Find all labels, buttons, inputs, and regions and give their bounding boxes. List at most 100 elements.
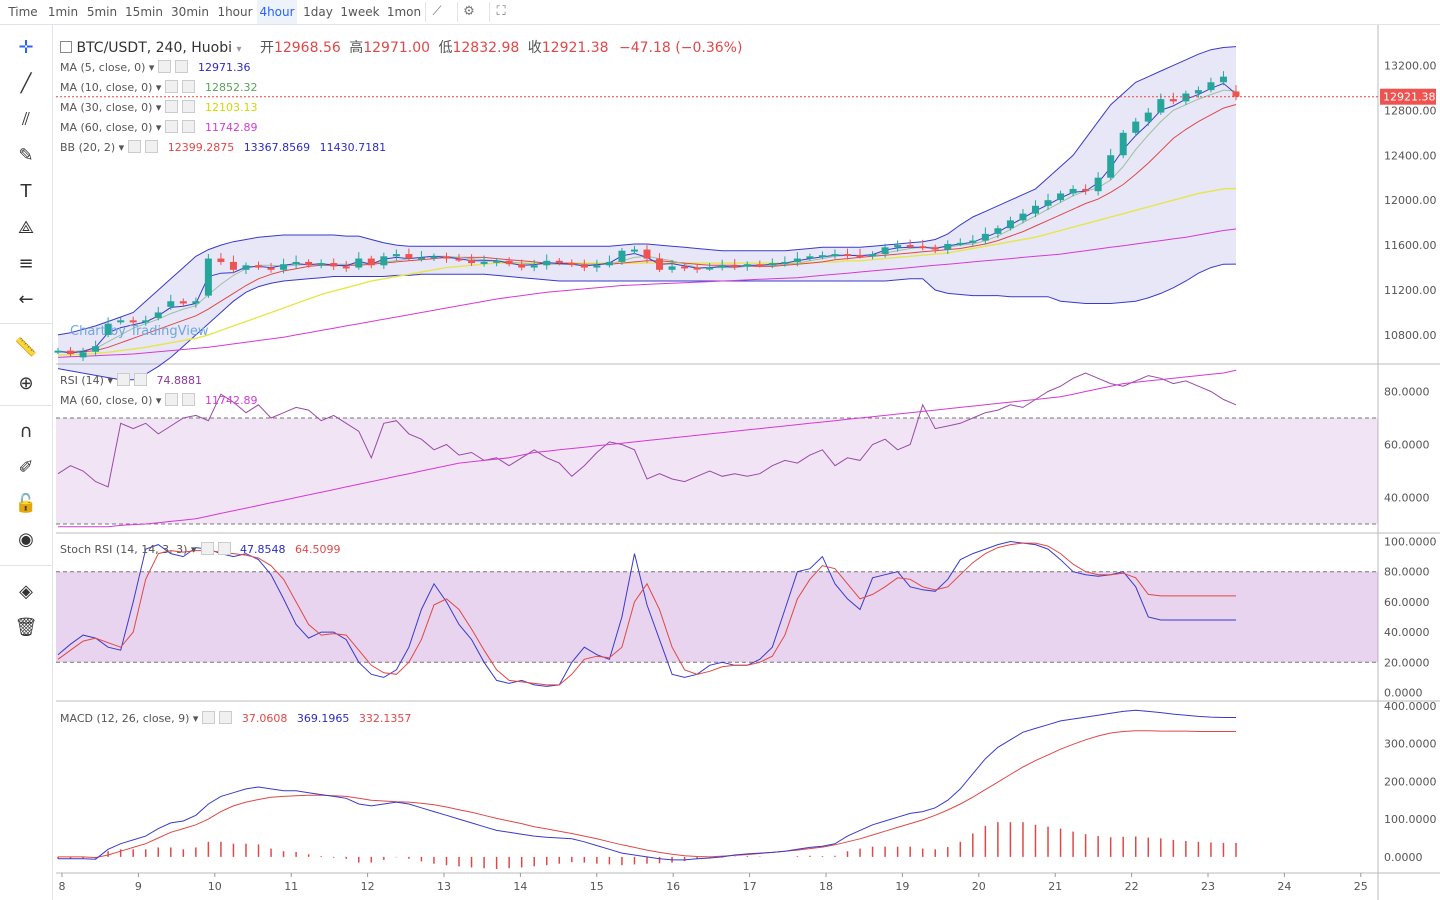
unlock-icon[interactable]: 🔓 <box>14 493 38 514</box>
legend-rsi-ma-value: 11742.89 <box>204 394 258 407</box>
settings-icon[interactable]: ⚙ <box>457 2 480 22</box>
timeframe-30min[interactable]: 30min <box>171 5 209 19</box>
ruler-icon[interactable]: 📏 <box>14 337 38 358</box>
macd-axis-label: 300.0000 <box>1384 738 1437 751</box>
eye-icon[interactable]: ◉ <box>18 529 34 550</box>
timeframe-15min[interactable]: 15min <box>125 5 163 19</box>
collapse-icon[interactable] <box>60 41 72 53</box>
timeframe-5min[interactable]: 5min <box>86 5 118 19</box>
candle-body <box>605 261 613 266</box>
change-value: −47.18 (−0.36%) <box>619 40 743 56</box>
bb-band-fill <box>58 46 1236 380</box>
close-icon[interactable] <box>219 711 233 724</box>
layers-icon[interactable]: ◈ <box>19 581 33 602</box>
close-icon[interactable] <box>182 120 196 133</box>
magnet-icon[interactable]: ∩ <box>19 421 33 442</box>
close-icon[interactable] <box>133 373 147 386</box>
timeframe-time[interactable]: Time <box>8 5 38 19</box>
settings-icon[interactable] <box>165 393 179 406</box>
trash-icon[interactable]: 🗑 <box>14 617 38 638</box>
legend-ma10-label: MA (10, close, 0) <box>60 81 153 94</box>
close-icon[interactable] <box>182 393 196 406</box>
legend-ma30[interactable]: MA (30, close, 0) ▾ 12103.13 <box>60 100 258 114</box>
time-axis-label: 21 <box>1048 880 1062 893</box>
back-arrow-icon[interactable]: ← <box>18 289 34 310</box>
close-icon[interactable] <box>175 60 189 73</box>
close-icon[interactable] <box>182 80 196 93</box>
pattern-icon[interactable]: ⟁ <box>17 217 35 238</box>
settings-icon[interactable] <box>128 140 142 153</box>
macd-signal-line <box>58 730 1236 859</box>
time-axis-label: 11 <box>284 880 298 893</box>
price-axis-label: 13200.00 <box>1384 59 1437 72</box>
low-label: 低 <box>438 40 453 56</box>
settings-icon[interactable] <box>165 80 179 93</box>
close-icon[interactable] <box>182 100 196 113</box>
toolbar-divider <box>0 405 52 406</box>
fullscreen-icon[interactable]: ⛶ <box>489 2 512 22</box>
legend-rsi-ma[interactable]: MA (60, close, 0) ▾ 11742.89 <box>60 393 258 407</box>
candle-body <box>317 263 325 266</box>
candle-body <box>580 264 588 268</box>
settings-icon[interactable] <box>200 542 214 555</box>
legend-bb-lower: 11430.7181 <box>319 141 387 154</box>
open-value: 12968.56 <box>273 40 341 56</box>
macd-axis-label: 0.0000 <box>1384 851 1423 864</box>
candle-body <box>104 323 112 335</box>
close-icon[interactable] <box>217 542 231 555</box>
legend-macd-line: 369.1965 <box>296 712 350 725</box>
forecast-icon[interactable]: ≡ <box>18 253 34 274</box>
timeframe-1mon[interactable]: 1mon <box>386 5 422 19</box>
rsi-axis-label: 60.0000 <box>1384 439 1430 452</box>
legend-macd-signal: 332.1357 <box>358 712 412 725</box>
trendline-icon[interactable]: ╱ <box>20 73 32 94</box>
rsi-axis-label: 40.0000 <box>1384 492 1430 505</box>
macd-axis-label: 100.0000 <box>1384 813 1437 826</box>
text-icon[interactable]: T <box>20 181 32 202</box>
settings-icon[interactable] <box>116 373 130 386</box>
timeframe-1min[interactable]: 1min <box>47 5 79 19</box>
settings-icon[interactable] <box>165 100 179 113</box>
zoom-in-icon[interactable]: ⊕ <box>18 373 34 394</box>
indicator-icon[interactable]: ⟋ <box>425 2 448 22</box>
macd-axis-label: 400.0000 <box>1384 700 1437 713</box>
candle-body <box>919 246 927 249</box>
settings-icon[interactable] <box>165 120 179 133</box>
legend-ma60[interactable]: MA (60, close, 0) ▾ 11742.89 <box>60 120 258 134</box>
candle-body <box>305 261 313 266</box>
stoch-axis-label: 60.0000 <box>1384 596 1430 609</box>
settings-icon[interactable] <box>202 711 216 724</box>
close-icon[interactable] <box>145 140 159 153</box>
legend-stoch[interactable]: Stoch RSI (14, 14, 3, 3) ▾ 47.8548 64.50… <box>60 542 341 556</box>
timeframe-1hour[interactable]: 1hour <box>217 5 253 19</box>
settings-icon[interactable] <box>158 60 172 73</box>
fib-icon[interactable]: ⫽ <box>21 109 31 130</box>
crosshair-icon[interactable]: ✛ <box>18 37 34 58</box>
candle-body <box>668 266 676 270</box>
timeframe-1day[interactable]: 1day <box>303 5 333 19</box>
legend-rsi[interactable]: RSI (14) ▾ 74.8881 <box>60 373 202 387</box>
legend-macd[interactable]: MACD (12, 26, close, 9) ▾ 37.0608 369.19… <box>60 711 412 725</box>
candle-body <box>405 254 413 259</box>
brush-icon[interactable]: ✎ <box>18 145 34 166</box>
legend-ma5[interactable]: MA (5, close, 0) ▾ 12971.36 <box>60 60 251 74</box>
legend-ma60-label: MA (60, close, 0) <box>60 121 153 134</box>
legend-bb[interactable]: BB (20, 2) ▾ 12399.2875 13367.8569 11430… <box>60 140 387 154</box>
symbol-name[interactable]: BTC/USDT, 240, Huobi <box>76 40 233 56</box>
time-axis-label: 19 <box>895 880 909 893</box>
legend-ma10[interactable]: MA (10, close, 0) ▾ 12852.32 <box>60 80 258 94</box>
candle-body <box>1069 188 1077 194</box>
legend-ma10-value: 12852.32 <box>204 81 258 94</box>
time-axis-label: 9 <box>135 880 142 893</box>
candle-body <box>229 261 237 270</box>
candle-body <box>706 267 714 270</box>
timeframe-1week[interactable]: 1week <box>340 5 380 19</box>
candle-body <box>768 263 776 266</box>
candle-body <box>1006 220 1014 229</box>
symbol-dropdown-icon[interactable]: ▾ <box>236 44 242 55</box>
timeframe-4hour[interactable]: 4hour <box>257 0 297 24</box>
lock-drawing-icon[interactable]: ✐ <box>18 457 34 478</box>
time-axis-label: 16 <box>666 880 680 893</box>
candle-body <box>555 260 563 264</box>
